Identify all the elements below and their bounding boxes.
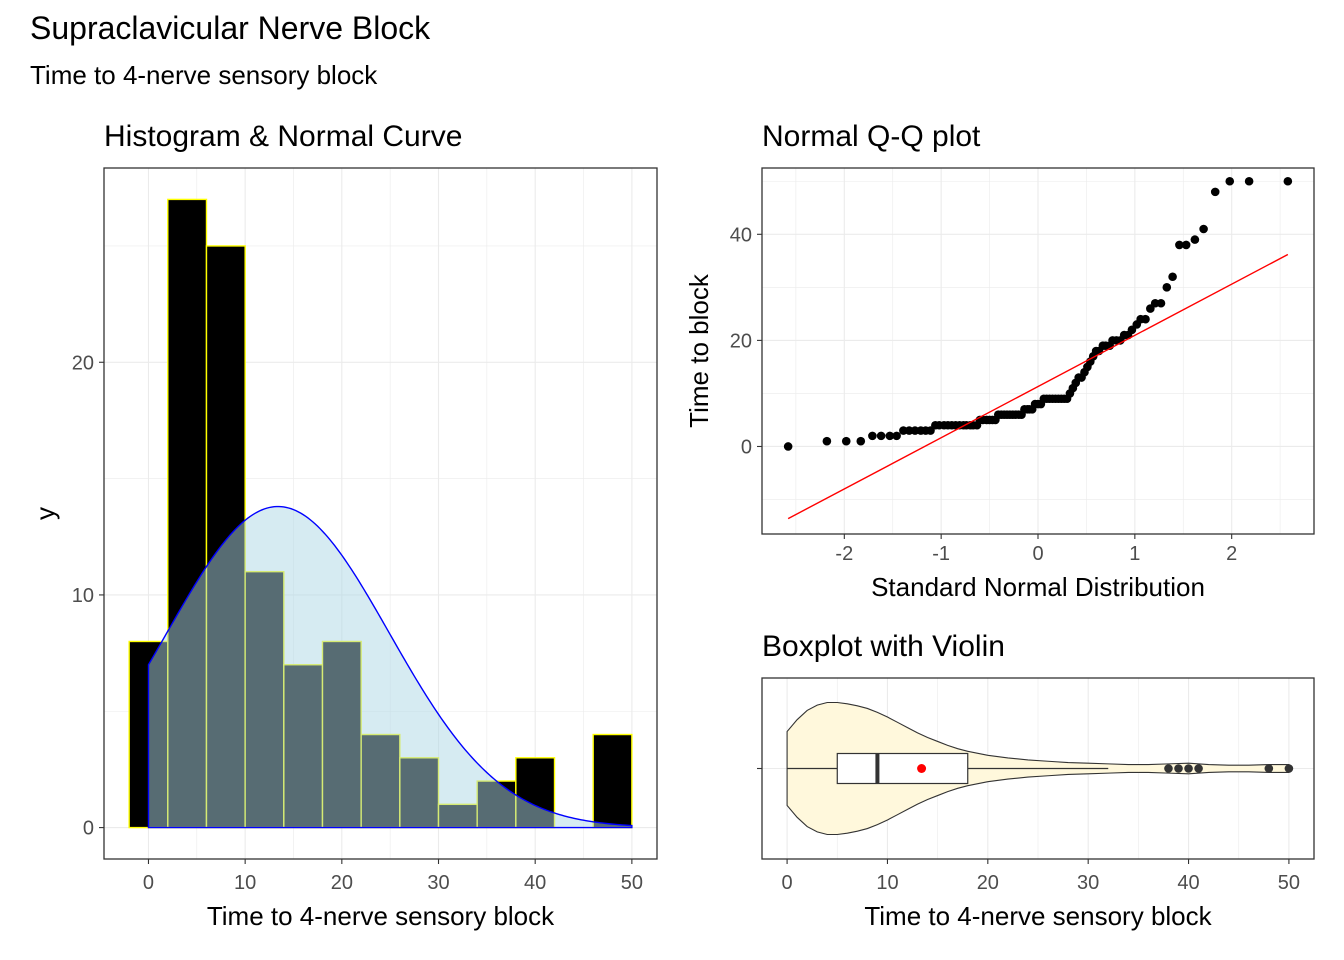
box-x-tick-label: 0 (782, 872, 793, 894)
hist-panel-border (103, 167, 658, 860)
hist-x-tick-label: 10 (234, 872, 256, 894)
figure-title: Supraclavicular Nerve Block (30, 10, 431, 46)
box-x-tick-label: 50 (1278, 872, 1300, 894)
normal-curve-line (147, 505, 633, 829)
hist-x-axis-label: Time to 4-nerve sensory block (207, 901, 555, 931)
qq-x-axis-label: Standard Normal Distribution (871, 572, 1205, 602)
qq-x-tick-label: -1 (932, 543, 950, 565)
box-mean-point (917, 764, 927, 773)
qq-point (1244, 176, 1254, 186)
box-iqr (836, 752, 969, 785)
box-outlier-point (1174, 764, 1183, 773)
normal-curve-area (148, 506, 632, 828)
qq-point (856, 436, 866, 446)
qq-point (892, 431, 901, 441)
qq-y-tick-label: 40 (730, 224, 752, 246)
qq-point (876, 431, 886, 441)
qq-point (1190, 235, 1200, 244)
qq-point (1283, 176, 1293, 186)
qq-point (1225, 176, 1235, 186)
hist-title: Histogram & Normal Curve (104, 120, 462, 153)
hist-x-tick-label: 50 (621, 872, 643, 894)
box-x-tick-label: 10 (876, 872, 898, 894)
box-x-tick-label: 20 (977, 872, 999, 894)
qq-x-tick-label: 2 (1226, 543, 1237, 565)
box-x-axis-label: Time to 4-nerve sensory block (864, 901, 1212, 931)
qq-point (1168, 272, 1177, 282)
hist-x-tick-label: 30 (427, 872, 449, 894)
qq-reference-line (787, 253, 1289, 520)
hist-x-tick-label: 0 (143, 872, 154, 894)
box-outlier-point (1264, 764, 1274, 773)
box-outlier-point (1164, 764, 1173, 773)
qq-point (783, 442, 793, 451)
qq-title: Normal Q-Q plot (762, 120, 981, 153)
qq-point (1210, 187, 1220, 197)
qq-point (868, 431, 877, 441)
qq-point (1181, 240, 1191, 250)
box-outlier-point (1284, 764, 1294, 773)
box-x-tick-label: 40 (1177, 872, 1199, 894)
hist-y-tick-label: 0 (83, 818, 94, 840)
box-outlier-point (1194, 764, 1203, 773)
hist-y-tick-label: 20 (72, 352, 94, 374)
hist-x-tick-label: 40 (524, 872, 546, 894)
box-x-tick-label: 30 (1077, 872, 1099, 894)
qq-y-axis-label: Time to block (684, 273, 714, 428)
qq-point (841, 436, 851, 446)
hist-y-tick-label: 10 (72, 585, 94, 607)
hist-x-tick-label: 20 (331, 872, 353, 894)
qq-point (1141, 314, 1150, 324)
qq-x-tick-label: -2 (835, 543, 853, 565)
qq-y-tick-label: 20 (730, 330, 752, 352)
qq-x-tick-label: 0 (1032, 543, 1043, 565)
qq-point (885, 431, 895, 441)
qq-point (1175, 240, 1184, 250)
qq-point (1162, 283, 1172, 292)
histogram-bar (592, 733, 633, 829)
box-title: Boxplot with Violin (762, 630, 1005, 663)
qq-point (1199, 224, 1208, 234)
qq-y-tick-label: 0 (741, 436, 752, 458)
qq-point (1156, 298, 1166, 308)
figure-subtitle: Time to 4-nerve sensory block (30, 60, 378, 90)
hist-y-axis-label: y (30, 507, 60, 520)
box-outlier-point (1184, 764, 1193, 773)
qq-x-tick-label: 1 (1129, 543, 1140, 565)
qq-point (822, 436, 832, 446)
